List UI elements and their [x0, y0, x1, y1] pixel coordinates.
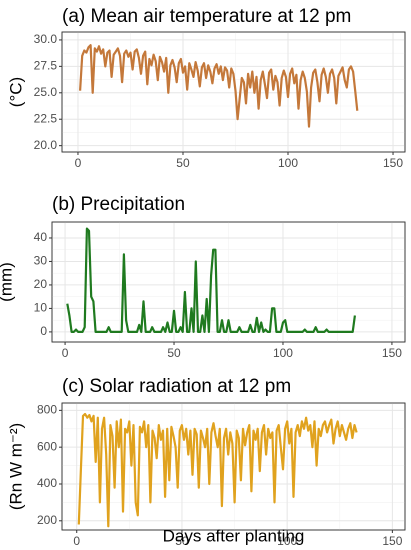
y-tick-label: 30.0: [34, 32, 58, 46]
y-tick-label: 40: [34, 230, 48, 244]
x-tick-label: 150: [382, 534, 402, 548]
y-tick-label: 10: [34, 301, 48, 315]
x-tick-label: 50: [175, 534, 189, 548]
y-tick-label: 0: [40, 324, 47, 338]
y-tick-label: 20: [34, 277, 48, 291]
x-tick-label: 50: [176, 156, 190, 170]
x-tick-label: 150: [382, 346, 402, 360]
y-axis-title: (°C): [6, 77, 25, 107]
y-tick-label: 200: [37, 513, 57, 527]
y-tick-label: 22.5: [34, 111, 58, 125]
x-tick-label: 100: [277, 534, 297, 548]
y-tick-label: 30: [34, 254, 48, 268]
y-axis-title: (mm): [0, 262, 15, 302]
x-tick-label: 150: [383, 156, 403, 170]
y-tick-label: 800: [37, 403, 57, 417]
y-tick-label: 25.0: [34, 85, 58, 99]
x-tick-label: 100: [278, 156, 298, 170]
x-tick-label: 100: [273, 346, 293, 360]
y-tick-label: 20.0: [34, 138, 58, 152]
x-tick-label: 0: [62, 346, 69, 360]
x-tick-label: 50: [167, 346, 181, 360]
data-line: [77, 412, 358, 528]
data-line: [66, 227, 356, 333]
y-tick-label: 400: [37, 476, 57, 490]
panel-title: (c) Solar radiation at 12 pm: [62, 376, 291, 397]
panel-title: (a) Mean air temperature at 12 pm: [62, 6, 351, 27]
panel-title: (b) Precipitation: [52, 194, 185, 215]
x-axis-title: Days after planting: [163, 526, 305, 545]
plot-border: [61, 31, 406, 153]
x-tick-label: 0: [73, 534, 80, 548]
data-line: [79, 44, 359, 128]
plot-background: [61, 31, 406, 153]
y-axis-title: (Rn W m⁻²): [6, 423, 25, 510]
y-tick-label: 27.5: [34, 59, 58, 73]
x-tick-label: 0: [75, 156, 82, 170]
plot-border: [51, 221, 406, 343]
y-tick-label: 600: [37, 439, 57, 453]
plot-border: [61, 402, 406, 531]
